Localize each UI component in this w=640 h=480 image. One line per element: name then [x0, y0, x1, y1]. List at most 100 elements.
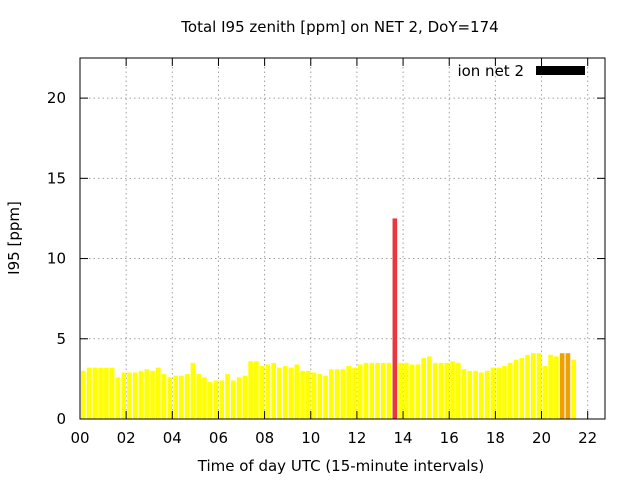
- legend: ion net 2: [457, 62, 585, 80]
- bar: [450, 361, 455, 419]
- bar: [300, 370, 305, 419]
- x-tick-label: 00: [70, 429, 89, 447]
- bar: [179, 375, 184, 419]
- bar: [519, 358, 525, 419]
- bar: [479, 372, 484, 419]
- bar: [196, 374, 201, 419]
- bar: [363, 362, 369, 419]
- bar: [456, 362, 461, 419]
- bar: [554, 356, 559, 419]
- x-tick-label: 04: [163, 429, 182, 447]
- bar: [334, 369, 340, 419]
- bar: [109, 367, 115, 419]
- y-tick-label: 10: [47, 250, 66, 268]
- bar: [346, 366, 351, 419]
- bar: [265, 364, 271, 419]
- x-tick-label: 18: [486, 429, 505, 447]
- bar: [507, 362, 513, 419]
- y-tick-label: 5: [56, 330, 66, 348]
- bar: [329, 369, 334, 419]
- grid: [80, 58, 605, 419]
- bar: [236, 377, 242, 419]
- bar: [317, 374, 323, 419]
- bar: [386, 362, 392, 419]
- bar: [375, 362, 380, 419]
- bar: [461, 369, 467, 419]
- legend-swatch: [536, 66, 585, 75]
- bar: [404, 362, 409, 419]
- bar: [473, 370, 478, 419]
- bar: [565, 353, 571, 419]
- bar: [427, 356, 432, 419]
- bar: [438, 362, 444, 419]
- bar: [392, 218, 398, 419]
- chart-title: Total I95 zenith [ppm] on NET 2, DoY=174: [180, 18, 498, 36]
- bars: [81, 218, 576, 419]
- bar: [86, 367, 92, 419]
- ticks: 0 5 10 15 20 00 02 04 06 08 10 12 14 16 18 20 22: [47, 58, 605, 447]
- bar: [294, 364, 300, 419]
- bar: [467, 370, 473, 419]
- bar: [542, 366, 548, 419]
- bar: [432, 362, 438, 419]
- x-tick-label: 20: [532, 429, 551, 447]
- legend-label: ion net 2: [457, 62, 524, 80]
- y-tick-label: 20: [47, 89, 66, 107]
- bar: [219, 380, 225, 419]
- plot-frame: [79, 57, 606, 420]
- bar: [231, 380, 236, 419]
- y-tick-label: 15: [47, 169, 66, 187]
- x-axis-label: Time of day UTC (15-minute intervals): [197, 457, 484, 475]
- bar: [271, 362, 276, 419]
- bar: [242, 375, 248, 419]
- x-tick-label: 14: [394, 429, 413, 447]
- bar: [484, 370, 490, 419]
- bar: [502, 366, 507, 419]
- bar: [190, 362, 196, 419]
- bar: [161, 374, 167, 419]
- bar: [121, 372, 126, 419]
- bar: [409, 364, 415, 419]
- bar: [282, 366, 288, 419]
- bar: [184, 374, 190, 419]
- x-tick-label: 06: [209, 429, 228, 447]
- bar: [340, 369, 346, 419]
- bar: [369, 362, 375, 419]
- y-axis-label: I95 [ppm]: [5, 201, 23, 275]
- bar: [531, 353, 536, 419]
- bar: [173, 375, 178, 419]
- bar: [150, 370, 155, 419]
- bar: [202, 377, 207, 419]
- bar: [357, 364, 363, 419]
- bar: [444, 362, 450, 419]
- bar: [225, 374, 230, 419]
- bar: [132, 372, 138, 419]
- bar: [536, 353, 542, 419]
- bar: [381, 362, 386, 419]
- bar: [490, 367, 496, 419]
- bar: [115, 377, 121, 419]
- bar: [421, 358, 426, 419]
- bar: [144, 369, 150, 419]
- bar: [323, 375, 328, 419]
- bar: [213, 380, 219, 419]
- bar: [81, 370, 86, 419]
- x-tick-label: 02: [117, 429, 136, 447]
- bar: [288, 367, 294, 419]
- bar: [259, 366, 265, 419]
- bar: [138, 370, 144, 419]
- bar: [311, 372, 317, 419]
- x-tick-label: 12: [347, 429, 366, 447]
- bar: [104, 367, 109, 419]
- bar: [496, 367, 501, 419]
- bar: [277, 367, 282, 419]
- bar: [207, 382, 213, 419]
- bar: [571, 359, 576, 419]
- x-tick-label: 08: [255, 429, 274, 447]
- bar: [254, 361, 259, 419]
- bar: [559, 353, 565, 419]
- y-tick-label: 0: [56, 410, 66, 428]
- x-tick-label: 16: [440, 429, 459, 447]
- bar: [398, 362, 403, 419]
